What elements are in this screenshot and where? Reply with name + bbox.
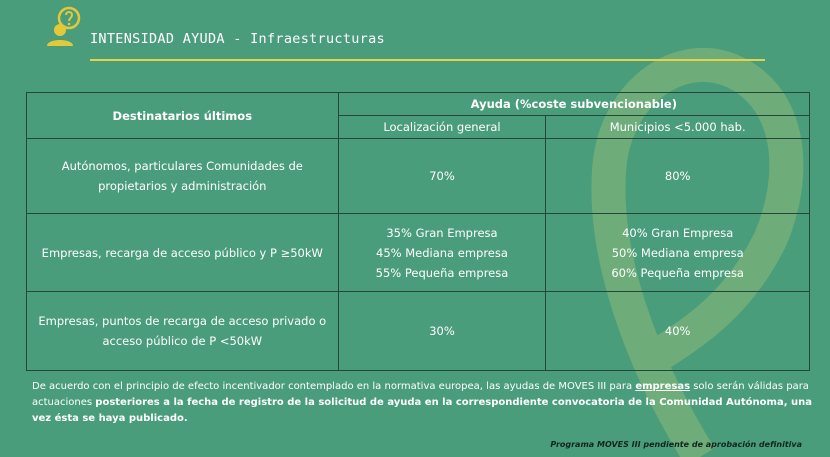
cell-line: 40% Gran Empresa bbox=[622, 225, 734, 240]
table-cell: Empresas, recarga de acceso público y P … bbox=[26, 213, 339, 292]
cell-line: 40% bbox=[664, 324, 691, 338]
cell-line: 60% Pequeña empresa bbox=[611, 265, 744, 280]
cell-line: Empresas, recarga de acceso público y P … bbox=[41, 245, 323, 260]
cell-line: 55% Pequeña empresa bbox=[375, 265, 509, 280]
cell-line: Empresas, puntos de recarga de acceso pr… bbox=[38, 314, 327, 328]
table-cell: Autónomos, particulares Comunidades de pr… bbox=[26, 138, 339, 214]
table-row: Empresas, puntos de recarga de acceso pr… bbox=[26, 291, 810, 371]
title-rule bbox=[90, 59, 765, 61]
table-cell: 35% Gran Empresa 45% Mediana empresa 55% P… bbox=[337, 213, 547, 292]
footnote-segment: empresas bbox=[635, 381, 691, 392]
footnote-segment: De acuerdo con el principio de efecto in… bbox=[32, 381, 636, 392]
footnote: De acuerdo con el principio de efecto in… bbox=[32, 379, 812, 427]
cell-line: propietarios y administración bbox=[98, 179, 267, 193]
cell-line: acceso público de P <50kW bbox=[102, 334, 263, 348]
subheader-cell: Municipios <5.000 hab. bbox=[545, 115, 810, 139]
header-cell: Destinatarios últimos bbox=[26, 92, 339, 139]
cell-line: 80% bbox=[664, 169, 691, 183]
subheader-cell: Localización general bbox=[337, 115, 547, 139]
table-cell: 40% bbox=[545, 291, 810, 371]
cell-line: Autónomos, particulares Comunidades de bbox=[61, 159, 303, 173]
table-cell: 30% bbox=[337, 291, 547, 371]
footnote-segment: posteriores a la fecha de registro de la… bbox=[32, 397, 812, 424]
footnote-segment: solo serán válidas para actuaciones bbox=[32, 381, 809, 408]
cell-line: 45% Mediana empresa bbox=[376, 245, 508, 260]
cell-line: 35% Gran Empresa bbox=[386, 225, 498, 240]
table-cell: 80% bbox=[545, 138, 810, 214]
table-cell: 70% bbox=[337, 138, 547, 214]
note: Programa MOVES III pendiente de aprobaci… bbox=[550, 440, 802, 449]
title: INTENSIDAD AYUDA - Infraestructuras bbox=[90, 31, 385, 47]
table-cell: Empresas, puntos de recarga de acceso pr… bbox=[26, 291, 339, 371]
cell-line: 70% bbox=[429, 169, 455, 183]
table-row: Empresas, recarga de acceso público y P … bbox=[26, 213, 810, 292]
aid-table: Destinatarios últimos Ayuda (%coste subv… bbox=[26, 92, 811, 371]
table-cell: 40% Gran Empresa 50% Mediana empresa 60% P… bbox=[545, 213, 810, 292]
cell-line: 50% Mediana empresa bbox=[611, 245, 744, 260]
header-cell: Ayuda (%coste subvencionable) bbox=[337, 92, 811, 116]
icon bbox=[47, 6, 81, 46]
table-row: Autónomos, particulares Comunidades de pr… bbox=[26, 138, 810, 214]
cell-line: 30% bbox=[429, 324, 455, 338]
